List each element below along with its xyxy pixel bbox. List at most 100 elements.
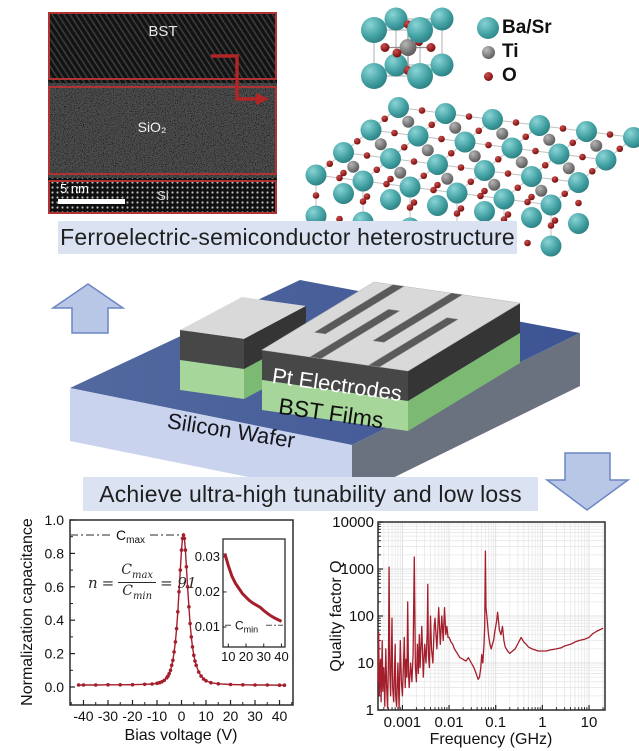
ti-atom [441, 172, 454, 185]
svg-text:40: 40 [272, 708, 288, 724]
formula-rhs: = 91 [160, 573, 197, 592]
o-atom [326, 160, 334, 168]
o-atom [363, 193, 371, 200]
basr-atom [568, 172, 589, 193]
svg-text:10: 10 [357, 655, 374, 672]
formula-eq: = [101, 573, 115, 592]
svg-text:0.2: 0.2 [45, 646, 65, 662]
svg-text:10: 10 [221, 649, 235, 664]
o-atom [426, 43, 436, 52]
o-atom [528, 193, 535, 201]
o-atom [438, 135, 445, 143]
device-right-block [261, 281, 521, 431]
ti-atom [488, 178, 501, 191]
basr-atom [380, 189, 401, 210]
legend-label-basr: Ba/Sr [502, 17, 552, 38]
o-atom [579, 153, 586, 161]
svg-text:0: 0 [178, 708, 186, 724]
svg-text:Frequency (GHz): Frequency (GHz) [430, 731, 553, 748]
basr-atom [305, 164, 327, 186]
basr-atom [529, 115, 550, 136]
basr-atom [361, 17, 387, 43]
o-atom [561, 190, 569, 198]
basr-atom [430, 53, 454, 77]
ti-atom [590, 139, 603, 152]
basr-atom [435, 103, 456, 124]
basr-atom [474, 201, 495, 222]
ti-atom [468, 150, 481, 163]
o-atom [504, 211, 512, 218]
svg-text:0.4: 0.4 [45, 612, 65, 628]
svg-text:1.0: 1.0 [45, 512, 65, 528]
device-wafer-side [352, 333, 580, 498]
up-arrow-icon [50, 283, 126, 334]
o-atom [336, 174, 343, 182]
o-atom [494, 155, 502, 163]
o-atom [504, 170, 512, 177]
basr-atom [384, 7, 408, 31]
basr-atom [380, 148, 401, 169]
svg-text:1: 1 [366, 702, 374, 719]
cv-inset [222, 538, 286, 648]
tem-box-sio2 [48, 86, 277, 175]
legend-item-o: O [477, 65, 552, 87]
basr-atom [521, 207, 542, 228]
formula-fraction: Cmax Cmin [118, 563, 157, 603]
ti-atom [421, 144, 434, 157]
basr-atom [521, 166, 542, 187]
o-atom [353, 137, 361, 145]
svg-text:10: 10 [198, 708, 214, 724]
quality-factor-chart: 0.001 0.01 0.1 1 10 1 10 100 1000 10000 Frequency … [328, 514, 606, 748]
legend-label-ti: Ti [502, 41, 519, 62]
cv-inset-curve [223, 552, 283, 623]
down-arrow-icon [544, 452, 631, 511]
o-atom [541, 161, 549, 169]
svg-text:0.01: 0.01 [195, 619, 220, 634]
formula-numerator: Cmax [118, 563, 157, 584]
basr-atom [352, 170, 374, 192]
o-atom [575, 199, 582, 207]
svg-text:0.0: 0.0 [45, 679, 65, 695]
o-atom [336, 215, 343, 223]
o-atom [387, 175, 394, 183]
o-atom [391, 129, 398, 137]
o-atom [512, 119, 520, 126]
o-atom [373, 166, 381, 174]
o-atom [522, 133, 530, 141]
electrode-slot [372, 292, 464, 343]
ti-atom [496, 127, 509, 140]
electrode-slot [313, 284, 405, 335]
legend-item-ti: Ti [477, 41, 552, 63]
crystal-legend: Ba/Sr Ti O [477, 17, 552, 87]
o-atom [430, 186, 437, 194]
o-atom [477, 192, 484, 200]
o-atom [559, 125, 567, 132]
basr-atom [493, 188, 515, 210]
o-atom [547, 222, 555, 229]
svg-text:1000: 1000 [341, 561, 374, 578]
tem-scalebar-label: 5 nm [60, 181, 89, 196]
tunability-formula: n = Cmax Cmin = 91 [88, 563, 197, 603]
banner-heterostructure: Ferroelectric-semiconductor heterostruct… [58, 221, 517, 254]
o-atom [418, 107, 426, 114]
device-wafer-front [70, 388, 352, 498]
o-sphere-icon [484, 71, 493, 81]
svg-text:20: 20 [239, 649, 253, 664]
formula-lhs: n [88, 573, 98, 592]
basr-atom [361, 63, 387, 89]
o-atom [524, 239, 531, 247]
svg-text:-20: -20 [122, 708, 142, 724]
basr-atom [568, 213, 589, 234]
basr-atom [501, 137, 523, 159]
o-atom [363, 152, 371, 159]
svg-text:-30: -30 [98, 708, 118, 724]
basr-atom [454, 131, 476, 153]
o-atom [551, 217, 559, 224]
o-atom [453, 210, 461, 217]
ti-atom [399, 39, 417, 56]
tem-box-si [48, 180, 277, 214]
o-atom [588, 167, 596, 175]
svg-text:30: 30 [247, 708, 263, 724]
svg-text:Normalization capacitance: Normalization capacitance [19, 518, 36, 706]
o-atom [551, 176, 559, 183]
